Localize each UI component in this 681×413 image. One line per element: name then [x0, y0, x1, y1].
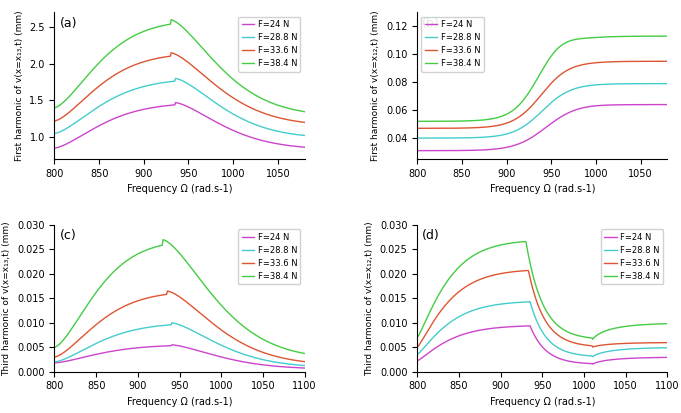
X-axis label: Frequency Ω (rad.s-1): Frequency Ω (rad.s-1): [127, 397, 232, 407]
Text: (b): (b): [422, 17, 440, 30]
Y-axis label: Third harmonic of v(x=x₁₂,t) (mm): Third harmonic of v(x=x₁₂,t) (mm): [365, 221, 374, 376]
Text: (d): (d): [422, 230, 440, 242]
Legend: F=24 N, F=28.8 N, F=33.6 N, F=38.4 N: F=24 N, F=28.8 N, F=33.6 N, F=38.4 N: [238, 17, 300, 72]
X-axis label: Frequency Ω (rad.s-1): Frequency Ω (rad.s-1): [127, 184, 232, 195]
Legend: F=24 N, F=28.8 N, F=33.6 N, F=38.4 N: F=24 N, F=28.8 N, F=33.6 N, F=38.4 N: [422, 17, 484, 72]
Legend: F=24 N, F=28.8 N, F=33.6 N, F=38.4 N: F=24 N, F=28.8 N, F=33.6 N, F=38.4 N: [238, 229, 300, 285]
Y-axis label: Third harmonic of v(x=x₁₃,t) (mm): Third harmonic of v(x=x₁₃,t) (mm): [3, 221, 12, 376]
Y-axis label: First harmonic of v(x=x₁₂,t) (mm): First harmonic of v(x=x₁₂,t) (mm): [371, 10, 381, 161]
Text: (c): (c): [59, 230, 76, 242]
Text: (a): (a): [59, 17, 77, 30]
X-axis label: Frequency Ω (rad.s-1): Frequency Ω (rad.s-1): [490, 184, 595, 195]
X-axis label: Frequency Ω (rad.s-1): Frequency Ω (rad.s-1): [490, 397, 595, 407]
Legend: F=24 N, F=28.8 N, F=33.6 N, F=38.4 N: F=24 N, F=28.8 N, F=33.6 N, F=38.4 N: [601, 229, 663, 285]
Y-axis label: First harmonic of v(x=x₁₃,t) (mm): First harmonic of v(x=x₁₃,t) (mm): [15, 10, 24, 161]
